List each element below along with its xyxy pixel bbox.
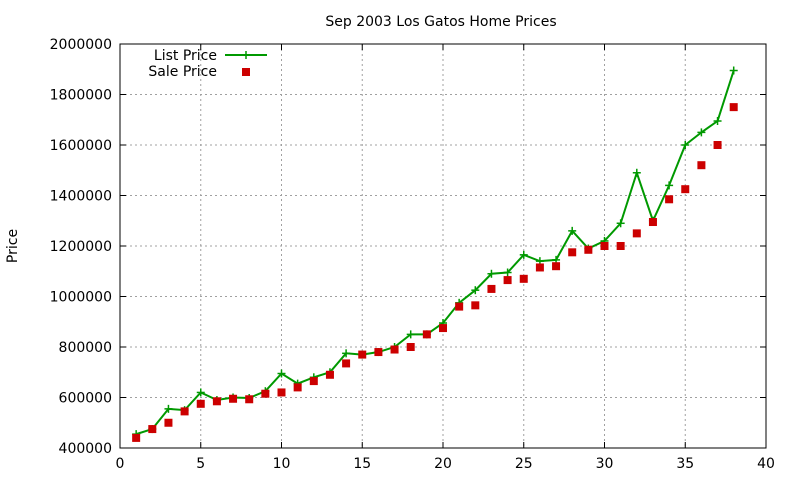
x-tick-label: 0 xyxy=(116,456,125,472)
y-tick-label: 600000 xyxy=(59,391,112,407)
y-tick-label: 1600000 xyxy=(50,138,112,154)
x-tick-label: 5 xyxy=(196,456,205,472)
chart-title: Sep 2003 Los Gatos Home Prices xyxy=(325,14,556,30)
legend-marker-list-price xyxy=(242,51,250,59)
point-sale-price xyxy=(616,242,625,250)
point-sale-price xyxy=(132,433,141,442)
point-sale-price xyxy=(713,141,722,149)
point-list-price xyxy=(665,181,674,190)
point-list-price xyxy=(519,250,528,259)
point-list-price xyxy=(487,269,496,278)
point-list-price xyxy=(503,268,512,277)
point-list-price xyxy=(406,330,415,339)
point-sale-price xyxy=(471,301,480,310)
point-sale-price xyxy=(277,388,286,397)
y-tick-label: 1400000 xyxy=(50,189,112,205)
y-tick-label: 800000 xyxy=(59,340,112,356)
point-list-price xyxy=(568,226,577,235)
point-list-price xyxy=(471,286,480,295)
point-list-price xyxy=(616,219,625,228)
point-sale-price xyxy=(212,397,221,406)
x-tick-label: 15 xyxy=(353,456,371,472)
point-sale-price xyxy=(229,394,238,403)
point-sale-price xyxy=(681,185,690,194)
point-sale-price xyxy=(455,302,464,311)
point-sale-price xyxy=(632,229,641,238)
point-sale-price xyxy=(439,324,447,333)
point-sale-price xyxy=(487,284,496,293)
point-list-price xyxy=(729,66,738,75)
point-sale-price xyxy=(406,343,415,351)
point-sale-price xyxy=(665,195,674,204)
series-layer xyxy=(132,66,738,442)
point-sale-price xyxy=(503,276,512,285)
x-tick-label: 35 xyxy=(676,456,694,472)
point-sale-price xyxy=(535,263,544,272)
legend-marker-sale-price xyxy=(242,68,250,76)
x-tick-label: 25 xyxy=(515,456,533,472)
point-list-price xyxy=(697,128,706,137)
point-sale-price xyxy=(180,407,189,416)
x-tick-label: 30 xyxy=(596,456,614,472)
point-sale-price xyxy=(697,161,706,170)
point-sale-price xyxy=(196,399,205,408)
legend-label-sale-price: Sale Price xyxy=(148,64,217,80)
x-tick-label: 20 xyxy=(434,456,452,472)
point-sale-price xyxy=(552,262,561,271)
y-tick-label: 1200000 xyxy=(50,239,112,255)
point-sale-price xyxy=(309,377,318,386)
point-sale-price xyxy=(519,274,528,283)
point-sale-price xyxy=(568,248,577,257)
point-sale-price xyxy=(164,418,173,427)
legend-label-list-price: List Price xyxy=(154,48,217,64)
y-axis-label: Price xyxy=(5,229,21,263)
point-sale-price xyxy=(600,242,609,250)
point-sale-price xyxy=(148,425,157,434)
point-sale-price xyxy=(293,383,302,392)
y-tick-label: 1000000 xyxy=(50,290,112,306)
point-sale-price xyxy=(648,218,657,227)
point-sale-price xyxy=(422,330,431,339)
plot-frame xyxy=(119,43,767,449)
point-list-price xyxy=(164,404,173,413)
x-tick-label: 40 xyxy=(757,456,775,472)
point-list-price xyxy=(342,349,351,358)
point-sale-price xyxy=(729,103,738,112)
point-list-price xyxy=(277,369,286,378)
point-sale-price xyxy=(584,245,593,254)
point-sale-price xyxy=(390,345,399,354)
legend: List Price Sale Price xyxy=(148,48,267,80)
y-tick-label: 400000 xyxy=(59,441,112,457)
point-list-price xyxy=(713,117,722,126)
point-sale-price xyxy=(245,395,254,404)
point-sale-price xyxy=(374,348,383,357)
tick-labels: 0 5 10 15 20 25 30 35 40 400000 600000 800000 100000… xyxy=(50,37,775,472)
point-sale-price xyxy=(342,359,351,368)
x-tick-label: 10 xyxy=(273,456,291,472)
point-sale-price xyxy=(358,350,367,359)
point-sale-price xyxy=(325,370,334,379)
point-sale-price xyxy=(261,389,270,398)
point-list-price xyxy=(681,141,690,149)
point-list-price xyxy=(196,388,205,397)
y-tick-label: 2000000 xyxy=(50,37,112,53)
point-list-price xyxy=(632,168,641,177)
y-tick-label: 1800000 xyxy=(50,88,112,104)
